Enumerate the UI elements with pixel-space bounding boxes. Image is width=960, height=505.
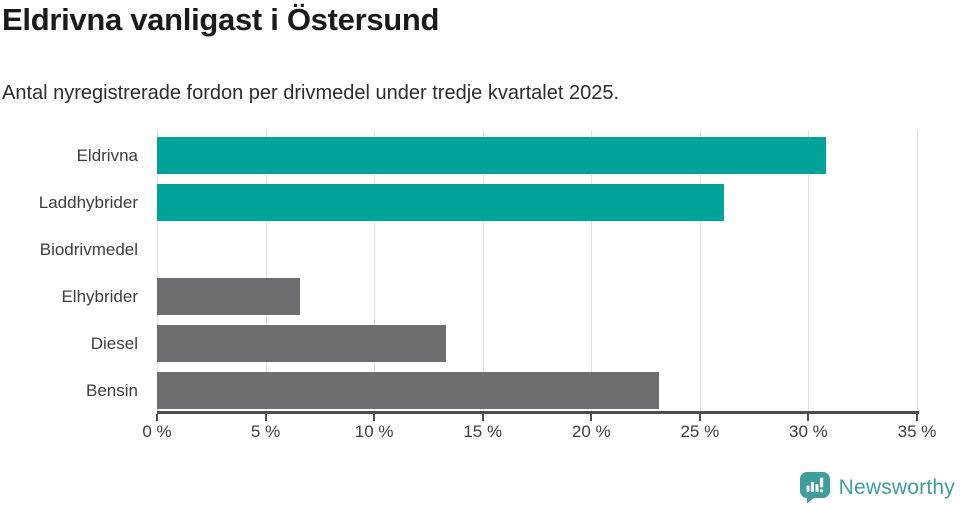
category-labels: Eldrivna Laddhybrider Biodrivmedel Elhybrid… bbox=[0, 130, 147, 411]
brand-name: Newsworthy bbox=[838, 475, 955, 499]
x-axis-line bbox=[157, 411, 919, 414]
x-tick-label: 20 % bbox=[571, 422, 611, 441]
gridline bbox=[808, 130, 810, 411]
gridline bbox=[482, 130, 484, 411]
x-tick-mark bbox=[264, 413, 267, 421]
x-tick-label: 15 % bbox=[463, 422, 503, 441]
gridline bbox=[917, 130, 918, 411]
x-tick-label: 30 % bbox=[789, 422, 828, 441]
x-tick-mark bbox=[590, 413, 593, 421]
category-label: Laddhybrider bbox=[38, 193, 138, 212]
category-label: Eldrivna bbox=[76, 146, 138, 165]
chart-subtitle: Antal nyregistrerade fordon per drivmede… bbox=[2, 82, 620, 104]
bar-laddhybrider bbox=[157, 184, 724, 221]
gridline bbox=[265, 130, 267, 411]
x-tick-mark bbox=[916, 413, 918, 421]
chart-title: Eldrivna vanligast i Östersund bbox=[2, 2, 440, 37]
plot-area bbox=[157, 130, 918, 411]
x-tick-label: 0 % bbox=[142, 422, 172, 441]
bar-elhybrider bbox=[157, 278, 301, 315]
gridline bbox=[157, 130, 158, 411]
newsworthy-speech-bubble-chart-icon bbox=[799, 472, 830, 504]
x-tick-mark bbox=[373, 413, 376, 421]
x-tick-label: 5 % bbox=[250, 422, 281, 441]
category-label: Biodrivmedel bbox=[39, 240, 138, 259]
gridline bbox=[591, 130, 593, 411]
category-label: Elhybrider bbox=[61, 287, 138, 306]
x-tick-mark bbox=[698, 413, 701, 421]
bar-eldrivna bbox=[157, 137, 826, 174]
bar-diesel bbox=[157, 325, 446, 362]
x-tick-mark bbox=[807, 413, 810, 421]
x-tick-label: 35 % bbox=[897, 422, 937, 441]
gridline bbox=[374, 130, 376, 411]
category-label: Bensin bbox=[86, 381, 138, 400]
x-tick-label: 25 % bbox=[680, 422, 720, 441]
x-tick-mark bbox=[481, 413, 484, 421]
category-label: Diesel bbox=[90, 334, 138, 353]
brand-attribution: Newsworthy bbox=[799, 471, 955, 504]
bar-bensin bbox=[157, 372, 659, 409]
gridline bbox=[699, 130, 701, 411]
x-tick-label: 10 % bbox=[354, 422, 394, 441]
x-tick-mark bbox=[156, 413, 158, 421]
